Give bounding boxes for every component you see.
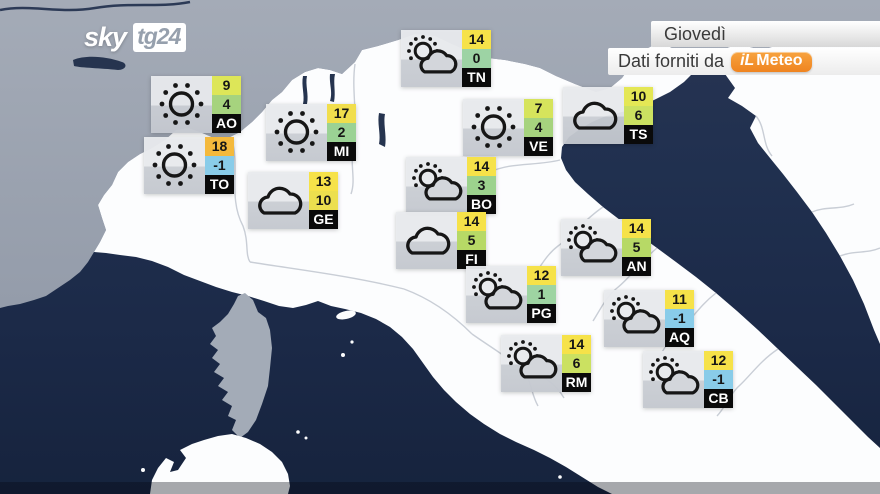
- city-code: BO: [467, 195, 496, 214]
- max-temp-value: 14: [457, 212, 486, 231]
- min-temp-value: -1: [704, 370, 733, 389]
- credit-label: Dati forniti da: [618, 51, 725, 71]
- balkan-land: [703, 28, 880, 344]
- city-code: GE: [309, 210, 338, 229]
- lakes: [73, 56, 386, 147]
- max-temp-value: 11: [665, 290, 694, 309]
- city-code: AO: [212, 114, 241, 133]
- sky-logo-text: sky: [84, 22, 127, 52]
- weather-station-ve: 7 4 VE: [463, 99, 553, 156]
- weather-station-ao: 9 4 AO: [151, 76, 241, 133]
- min-temp-value: -1: [665, 309, 694, 328]
- sun-cloud-icon: [604, 290, 665, 347]
- weather-station-fi: 14 5 FI: [396, 212, 486, 269]
- max-temp-value: 12: [527, 266, 556, 285]
- min-temp-value: 4: [524, 118, 553, 137]
- weather-station-rm: 14 6 RM: [501, 335, 591, 392]
- credit-banner: Dati forniti da iL Meteo: [608, 48, 880, 75]
- min-temp-value: -1: [205, 156, 234, 175]
- weather-station-cb: 12 -1 CB: [643, 351, 733, 408]
- city-code: MI: [327, 142, 356, 161]
- min-temp-value: 6: [562, 354, 591, 373]
- corsica: [210, 293, 272, 438]
- weather-station-tn: 14 0 TN: [401, 30, 491, 87]
- weather-station-ge: 13 10 GE: [248, 172, 338, 229]
- max-temp-value: 17: [327, 104, 356, 123]
- max-temp-value: 13: [309, 172, 338, 191]
- sun-cloud-icon: [561, 219, 622, 276]
- sun-icon: [266, 104, 327, 161]
- max-temp-value: 7: [524, 99, 553, 118]
- bottom-shade: [0, 482, 880, 494]
- max-temp-value: 9: [212, 76, 241, 95]
- city-code: AQ: [665, 328, 694, 347]
- min-temp-value: 1: [527, 285, 556, 304]
- cloud-icon: [396, 212, 457, 269]
- day-label: Giovedì: [664, 24, 727, 44]
- sky-tg24-logo: sky tg24: [84, 22, 187, 53]
- sun-cloud-icon: [643, 351, 704, 408]
- min-temp-value: 4: [212, 95, 241, 114]
- sardinia: [150, 434, 290, 494]
- max-temp-value: 12: [704, 351, 733, 370]
- max-temp-value: 14: [622, 219, 651, 238]
- city-code: CB: [704, 389, 733, 408]
- ilmeteo-il-text: iL: [740, 51, 755, 69]
- sun-cloud-icon: [501, 335, 562, 392]
- max-temp-value: 14: [467, 157, 496, 176]
- max-temp-value: 14: [462, 30, 491, 49]
- sun-cloud-icon: [406, 157, 467, 214]
- small-islands: [141, 310, 562, 479]
- city-code: PG: [527, 304, 556, 323]
- weather-station-mi: 17 2 MI: [266, 104, 356, 161]
- city-code: VE: [524, 137, 553, 156]
- weather-station-an: 14 5 AN: [561, 219, 651, 276]
- sun-cloud-icon: [401, 30, 462, 87]
- min-temp-value: 2: [327, 123, 356, 142]
- min-temp-value: 5: [457, 231, 486, 250]
- weather-station-bo: 14 3 BO: [406, 157, 496, 214]
- max-temp-value: 10: [624, 87, 653, 106]
- sun-icon: [463, 99, 524, 156]
- cloud-icon: [248, 172, 309, 229]
- day-banner: Giovedì: [651, 21, 880, 47]
- weather-station-aq: 11 -1 AQ: [604, 290, 694, 347]
- ilmeteo-logo: iL Meteo: [731, 51, 812, 72]
- ilmeteo-meteo-text: Meteo: [756, 51, 803, 69]
- sun-cloud-icon: [466, 266, 527, 323]
- weather-station-pg: 12 1 PG: [466, 266, 556, 323]
- sun-icon: [151, 76, 212, 133]
- cloud-icon: [563, 87, 624, 144]
- weather-station-ts: 10 6 TS: [563, 87, 653, 144]
- city-code: TO: [205, 175, 234, 194]
- city-code: TS: [624, 125, 653, 144]
- min-temp-value: 5: [622, 238, 651, 257]
- max-temp-value: 14: [562, 335, 591, 354]
- city-code: AN: [622, 257, 651, 276]
- min-temp-value: 6: [624, 106, 653, 125]
- city-code: RM: [562, 373, 591, 392]
- weather-station-to: 18 -1 TO: [144, 137, 234, 194]
- min-temp-value: 0: [462, 49, 491, 68]
- max-temp-value: 18: [205, 137, 234, 156]
- city-code: FI: [457, 250, 486, 269]
- city-code: TN: [462, 68, 491, 87]
- sun-icon: [144, 137, 205, 194]
- min-temp-value: 3: [467, 176, 496, 195]
- min-temp-value: 10: [309, 191, 338, 210]
- tg24-logo-badge: tg24: [133, 23, 187, 52]
